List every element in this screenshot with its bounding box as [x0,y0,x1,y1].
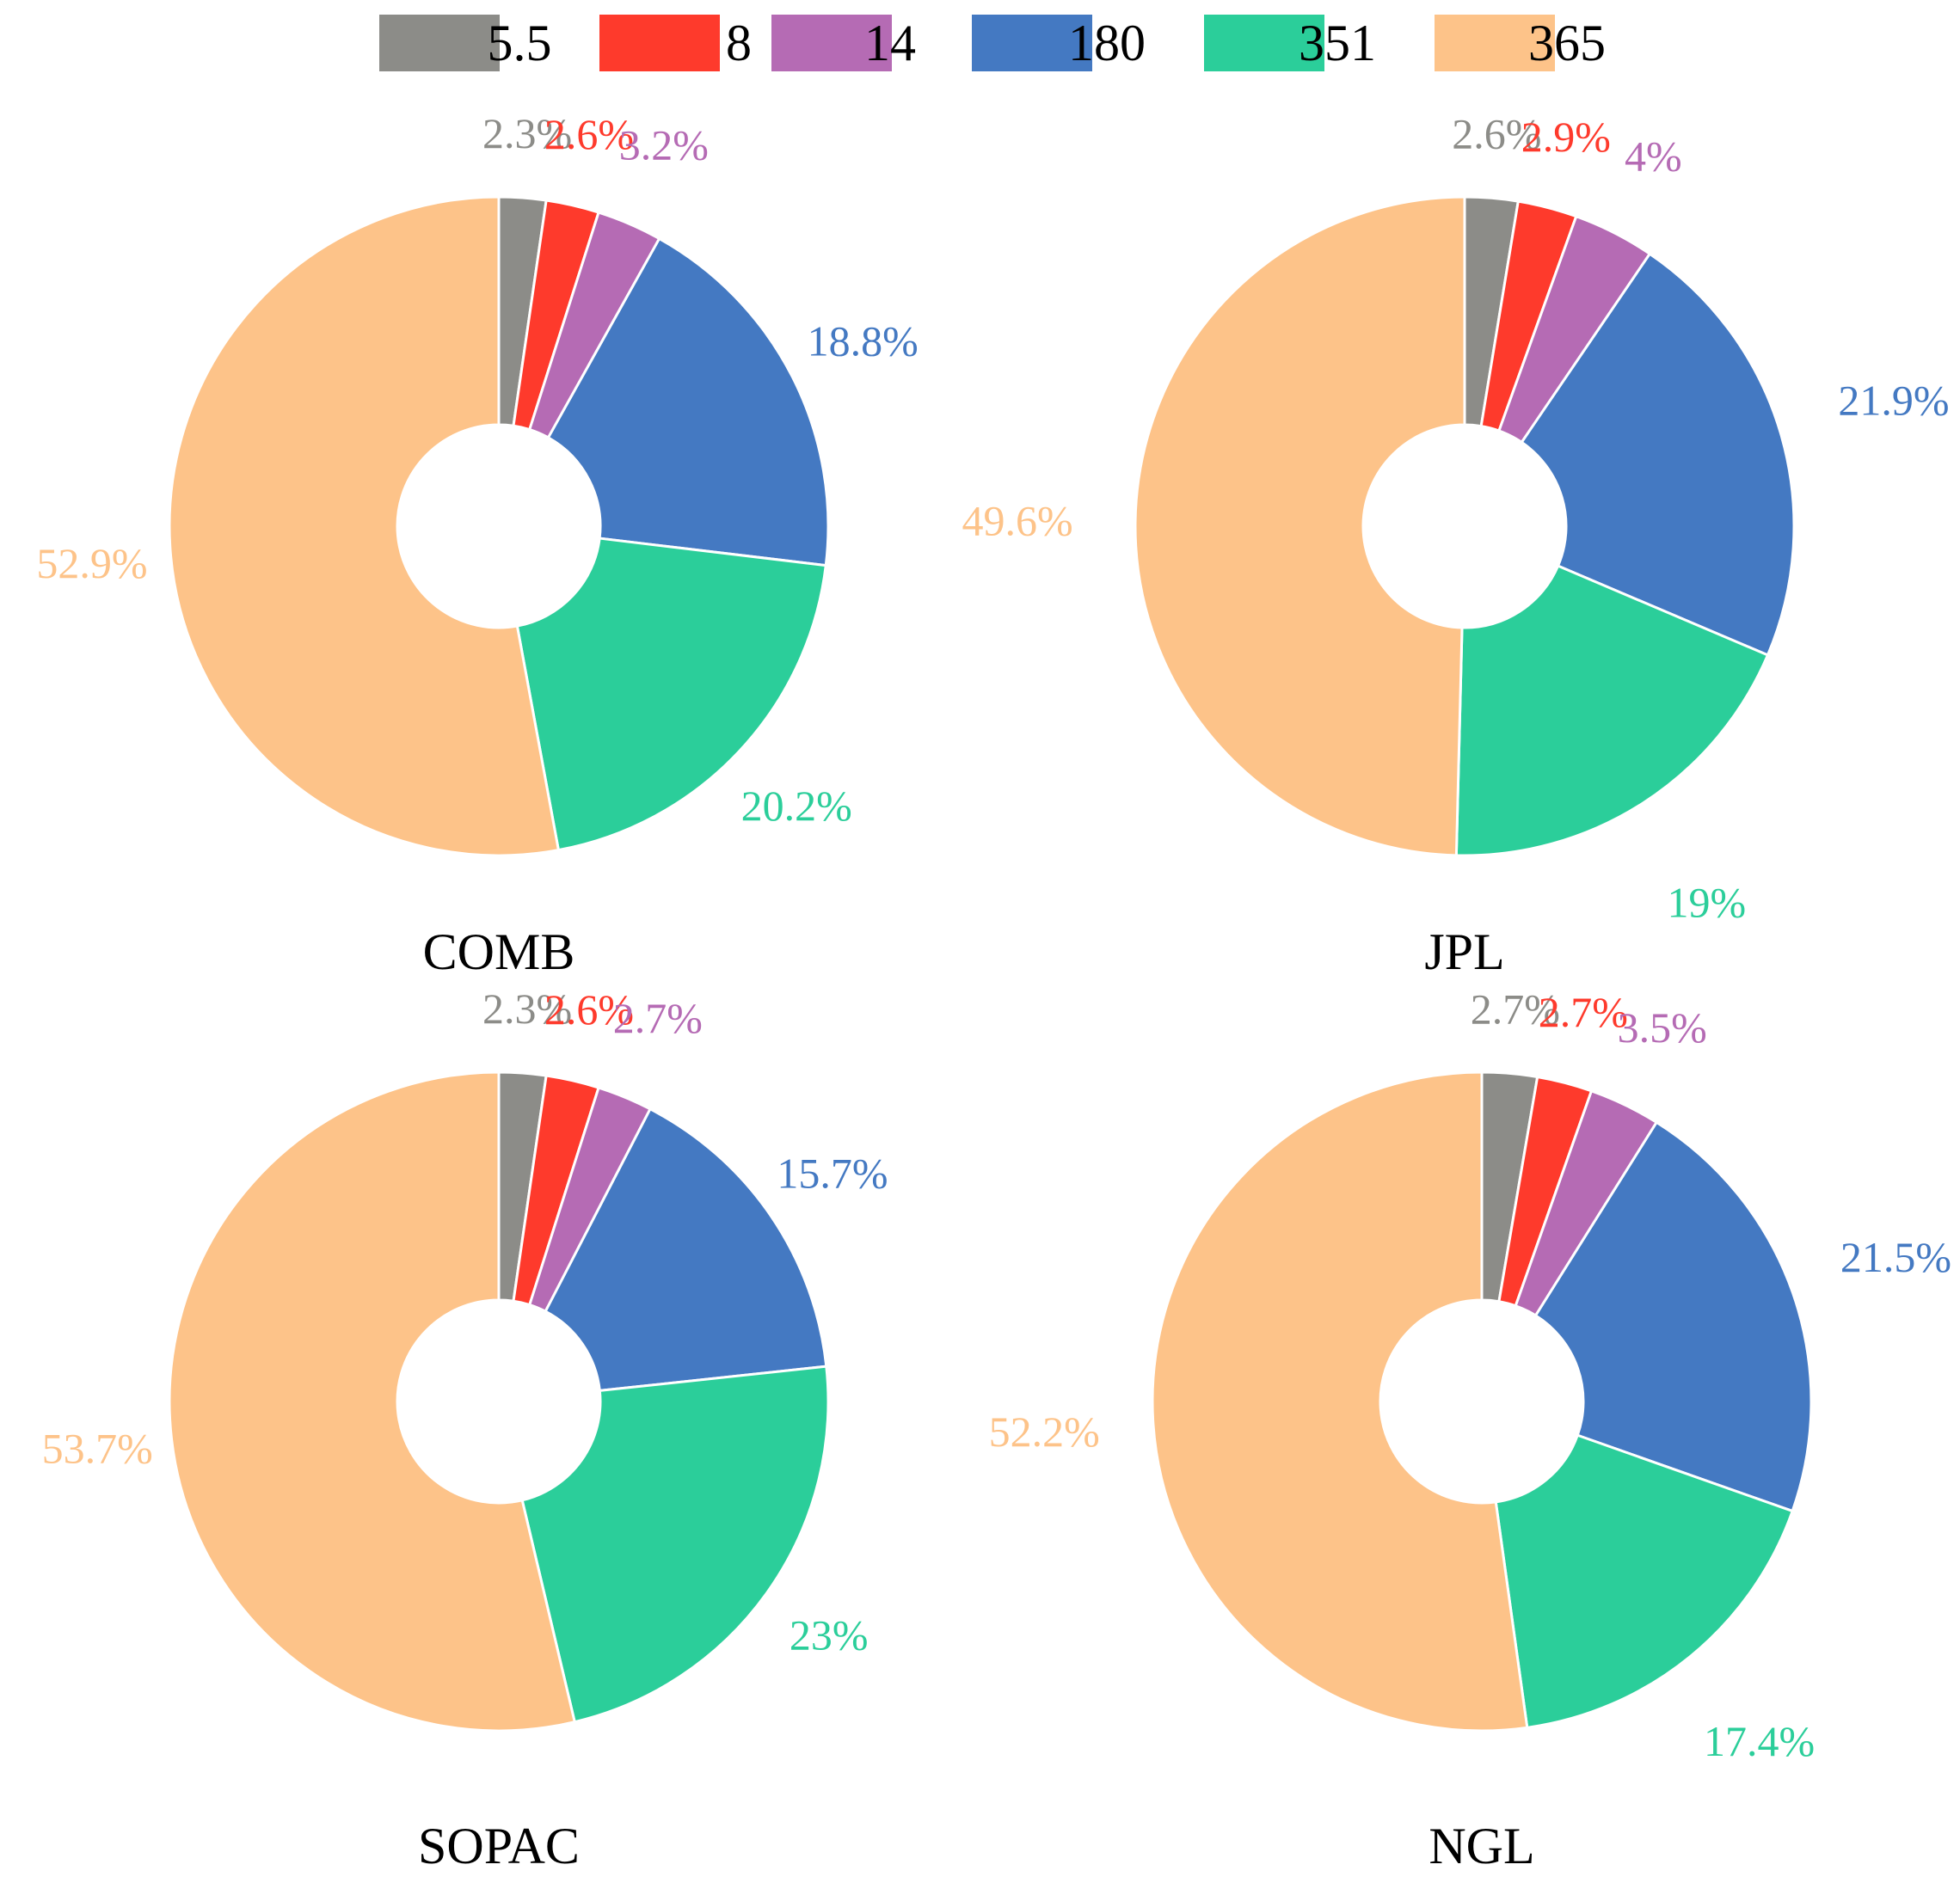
donut-panel-sopac: 2.3%2.6%2.7% 15.7% 23% 53.7% SOPAC [42,984,888,1874]
pct-label-ngl-14: 3.5% [1618,1003,1707,1052]
panel-title-ngl: NGL [1429,1818,1534,1874]
slice-sopac-365 [168,1070,576,1733]
slice-comb-180 [546,237,830,567]
slice-ngl-180 [1534,1120,1813,1512]
donut-panel-ngl: 2.7%2.7%3.5%21.5%17.4%52.2%NGL [989,985,1951,1874]
slice-ngl-365 [1151,1070,1529,1733]
pct-label-ngl-8: 2.7% [1539,988,1628,1036]
legend-swatch-8 [599,15,720,71]
legend-swatch-180 [972,15,1092,71]
pct-label-sopac-14: 2.7% [613,994,703,1042]
pct-label-comb-180: 18.8% [808,316,919,365]
panel-title-comb: COMB [423,923,575,980]
panel-title-jpl: JPL [1424,923,1504,980]
legend-label-5-5: 5.5 [488,15,552,71]
pct-label-comb-14: 3.2% [619,121,709,169]
slice-sopac-351 [520,1365,830,1724]
pct-label-sopac-351: 23% [790,1610,869,1659]
legend-label-8: 8 [726,15,752,71]
pct-label-jpl-8: 2.9% [1521,113,1611,161]
legend-swatch-5-5 [379,15,500,71]
slice-jpl-365 [1134,195,1466,857]
legend-label-14: 14 [864,15,916,71]
panel-title-sopac: SOPAC [418,1818,580,1874]
pct-label-ngl-5-5: 2.7% [1471,985,1560,1033]
pct-label-jpl-14: 4% [1625,132,1682,181]
pct-label-sopac-5-5: 2.3% [482,984,572,1033]
pct-label-jpl-365: 49.6% [962,496,1072,544]
pct-label-comb-8: 2.6% [544,110,634,158]
pct-label-jpl-5-5: 2.6% [1452,110,1541,158]
chart-legend: 5.5 8 14 180 351 365 [379,15,1606,71]
pct-label-comb-5-5: 2.3% [482,109,572,157]
pct-label-sopac-8: 2.6% [544,985,634,1033]
pct-label-ngl-365: 52.2% [989,1408,1100,1456]
pct-label-comb-365: 52.9% [36,539,147,587]
pct-label-sopac-365: 53.7% [42,1425,153,1473]
legend-label-365: 365 [1528,15,1606,71]
slice-jpl-180 [1520,252,1796,657]
legend-swatch-14 [771,15,892,71]
legend-swatch-351 [1204,15,1324,71]
slice-jpl-351 [1454,564,1769,857]
slice-ngl-351 [1494,1433,1794,1729]
slice-comb-365 [168,195,560,857]
pct-label-jpl-351: 19% [1668,878,1747,926]
legend-swatch-365 [1435,15,1555,71]
donut-panel-comb: 2.3%2.6%3.2% 18.8% 20.2% 52.9% COMB [36,109,918,980]
pct-label-ngl-351: 17.4% [1704,1717,1815,1765]
pct-label-comb-351: 20.2% [741,782,852,830]
pct-label-jpl-180: 21.9% [1838,376,1949,424]
pct-label-sopac-180: 15.7% [777,1150,888,1198]
legend-label-180: 180 [1068,15,1146,71]
slice-sopac-180 [544,1107,828,1392]
pct-label-ngl-180: 21.5% [1840,1233,1951,1281]
slice-comb-351 [515,537,827,852]
donut-panel-jpl: 2.6%2.9% 4% 21.9% 19% 49.6% JPL [962,110,1949,980]
legend-label-351: 351 [1299,15,1376,71]
